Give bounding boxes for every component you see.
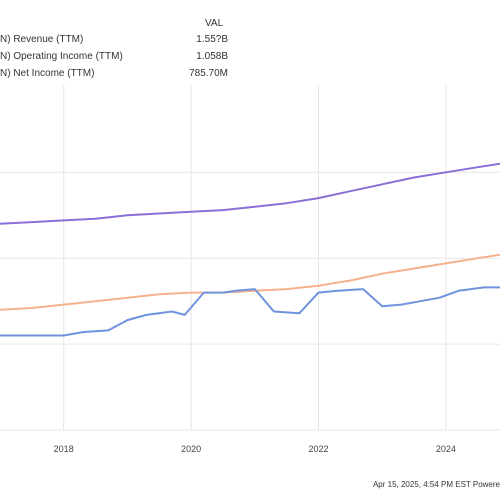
legend: VAL N) Revenue (TTM) 1.55?B N) Operating… — [0, 0, 500, 80]
x-tick-label-2022: 2022 — [308, 444, 328, 454]
x-tick-label-2018: 2018 — [54, 444, 74, 454]
footer-timestamp: Apr 15, 2025, 4:54 PM EST Powere — [372, 480, 500, 489]
legend-name-revenue: N) Revenue (TTM) — [0, 34, 84, 45]
legend-row-revenue: N) Revenue (TTM) 1.55?B — [0, 34, 260, 48]
series-line-net-income — [0, 286, 500, 337]
legend-row-operating-income: N) Operating Income (TTM) 1.058B — [0, 51, 260, 65]
series-line-operating-income — [0, 253, 500, 311]
legend-name-net-income: N) Net Income (TTM) — [0, 68, 95, 79]
x-axis-ticks: 2018 2020 2022 2024 — [54, 444, 456, 454]
chart-lines — [0, 162, 500, 337]
series-line-revenue — [0, 162, 500, 225]
chart-grid — [0, 85, 500, 431]
legend-name-operating-income: N) Operating Income (TTM) — [0, 51, 123, 62]
legend-value-net-income: 785.70M — [189, 68, 228, 79]
x-tick-label-2024: 2024 — [436, 444, 456, 454]
legend-row-net-income: N) Net Income (TTM) 785.70M — [0, 68, 260, 82]
legend-header: VAL — [205, 18, 224, 29]
legend-value-operating-income: 1.058B — [196, 51, 228, 62]
x-tick-label-2020: 2020 — [181, 444, 201, 454]
legend-value-revenue: 1.55?B — [196, 34, 228, 45]
